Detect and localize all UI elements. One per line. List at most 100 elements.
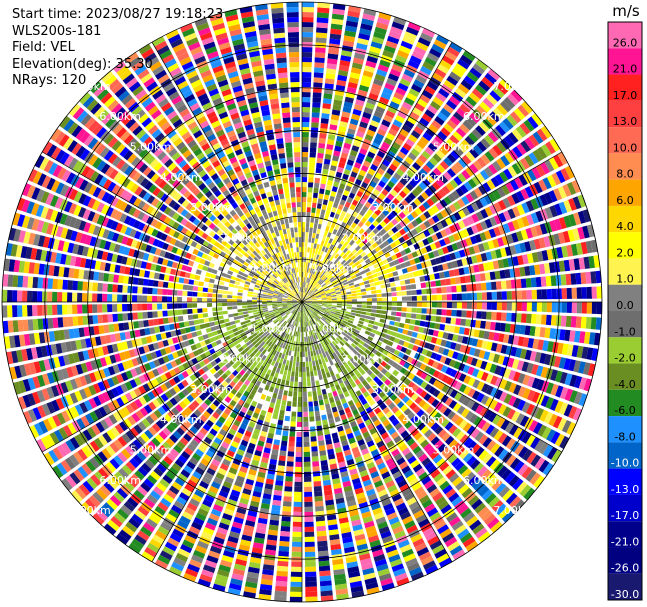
velocity-gate xyxy=(399,228,406,236)
velocity-gate xyxy=(461,468,472,479)
velocity-gate xyxy=(303,406,308,412)
velocity-gate xyxy=(396,457,406,466)
velocity-gate xyxy=(566,302,572,313)
velocity-gate xyxy=(327,519,338,526)
velocity-gate xyxy=(140,526,153,537)
velocity-gate xyxy=(526,302,532,312)
velocity-gate xyxy=(257,339,264,345)
velocity-gate xyxy=(434,548,447,559)
velocity-gate xyxy=(415,387,424,395)
velocity-gate xyxy=(475,125,486,136)
velocity-gate xyxy=(566,344,574,357)
velocity-gate xyxy=(348,317,355,322)
velocity-gate xyxy=(410,415,419,424)
velocity-gate xyxy=(331,280,337,285)
velocity-gate xyxy=(233,516,244,525)
velocity-gate xyxy=(590,317,597,330)
velocity-gate xyxy=(104,416,114,428)
velocity-gate xyxy=(229,399,237,407)
velocity-gate xyxy=(98,406,108,417)
velocity-gate xyxy=(158,430,168,440)
velocity-gate xyxy=(299,366,302,372)
velocity-gate xyxy=(269,519,279,526)
velocity-gate xyxy=(327,300,332,302)
velocity-gate xyxy=(267,358,273,365)
velocity-gate xyxy=(374,208,382,216)
velocity-gate xyxy=(328,324,334,329)
velocity-gate xyxy=(504,246,512,256)
velocity-gate xyxy=(313,481,322,487)
velocity-gate xyxy=(162,441,172,451)
velocity-gate xyxy=(140,354,148,363)
velocity-gate xyxy=(425,160,435,170)
velocity-gate xyxy=(321,330,326,336)
velocity-gate xyxy=(208,317,214,322)
velocity-gate xyxy=(588,332,596,345)
velocity-gate xyxy=(385,244,393,251)
velocity-gate xyxy=(281,326,286,332)
velocity-gate xyxy=(311,451,319,457)
velocity-gate xyxy=(527,389,536,401)
velocity-gate xyxy=(218,404,226,412)
velocity-gate xyxy=(520,348,527,359)
velocity-gate xyxy=(495,281,502,290)
velocity-gate xyxy=(356,42,368,51)
velocity-gate xyxy=(350,67,362,75)
velocity-gate xyxy=(311,112,320,118)
velocity-gate xyxy=(331,109,341,116)
velocity-gate xyxy=(351,446,360,454)
velocity-gate xyxy=(411,264,418,271)
velocity-gate xyxy=(417,194,426,204)
velocity-gate xyxy=(420,314,427,321)
velocity-gate xyxy=(389,320,395,326)
velocity-gate xyxy=(389,336,396,342)
velocity-gate xyxy=(329,534,340,541)
velocity-gate xyxy=(261,426,269,433)
velocity-gate xyxy=(338,316,344,320)
velocity-gate xyxy=(330,165,337,172)
velocity-gate xyxy=(383,197,392,205)
velocity-gate xyxy=(329,312,335,316)
velocity-gate xyxy=(448,516,461,527)
velocity-gate xyxy=(401,160,411,169)
velocity-gate xyxy=(217,361,225,369)
velocity-gate xyxy=(351,113,361,121)
velocity-gate xyxy=(381,297,387,302)
velocity-gate xyxy=(430,195,439,204)
velocity-gate xyxy=(339,522,350,529)
velocity-gate xyxy=(371,242,379,249)
velocity-gate xyxy=(550,315,557,326)
velocity-gate xyxy=(278,324,284,330)
velocity-gate xyxy=(477,419,487,430)
velocity-gate xyxy=(312,281,317,286)
velocity-gate xyxy=(560,315,567,327)
velocity-gate xyxy=(89,457,100,469)
velocity-gate xyxy=(321,113,330,119)
velocity-gate xyxy=(156,482,167,493)
velocity-gate xyxy=(408,324,415,331)
velocity-gate xyxy=(162,427,172,437)
velocity-gate xyxy=(364,520,375,529)
velocity-gate xyxy=(339,340,345,347)
velocity-gate xyxy=(185,385,194,394)
velocity-gate xyxy=(535,210,544,222)
velocity-gate xyxy=(323,230,329,237)
velocity-gate xyxy=(366,488,376,497)
velocity-gate xyxy=(359,317,365,322)
velocity-gate xyxy=(329,287,335,291)
velocity-gate xyxy=(436,294,442,301)
velocity-gate xyxy=(344,286,351,290)
velocity-gate xyxy=(290,581,302,587)
velocity-gate xyxy=(209,545,222,554)
velocity-gate xyxy=(235,558,247,567)
velocity-gate xyxy=(182,539,195,549)
velocity-gate xyxy=(312,287,317,292)
velocity-gate xyxy=(368,224,376,231)
velocity-gate xyxy=(454,381,463,391)
velocity-gate xyxy=(339,121,348,128)
velocity-gate xyxy=(322,329,328,335)
velocity-gate xyxy=(234,453,243,461)
velocity-gate xyxy=(353,482,363,490)
velocity-gate xyxy=(211,341,218,348)
velocity-gate xyxy=(340,397,347,405)
